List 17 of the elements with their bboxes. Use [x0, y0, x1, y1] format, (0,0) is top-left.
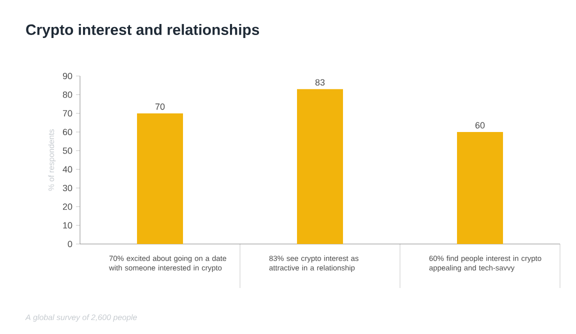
- bar: [457, 132, 504, 244]
- y-tick-label: 70: [62, 110, 72, 117]
- bar: [137, 113, 183, 244]
- y-tick-label: 0: [68, 240, 72, 248]
- y-tick-label: 10: [63, 222, 72, 229]
- y-tick-label: 20: [62, 203, 72, 210]
- y-tick-label: 40: [62, 166, 72, 173]
- data-label: 60: [475, 122, 485, 128]
- y-tick-label: 50: [62, 147, 72, 154]
- y-tick-label: 60: [62, 128, 72, 136]
- y-tick-label: 30: [62, 184, 72, 192]
- data-label: 83: [315, 79, 325, 86]
- y-tick-label: 90: [62, 72, 72, 80]
- y-tick-label: 80: [62, 91, 72, 98]
- bar: [297, 89, 343, 244]
- chart-title: Crypto interest and relationships: [26, 24, 260, 38]
- data-label: 70: [155, 103, 165, 110]
